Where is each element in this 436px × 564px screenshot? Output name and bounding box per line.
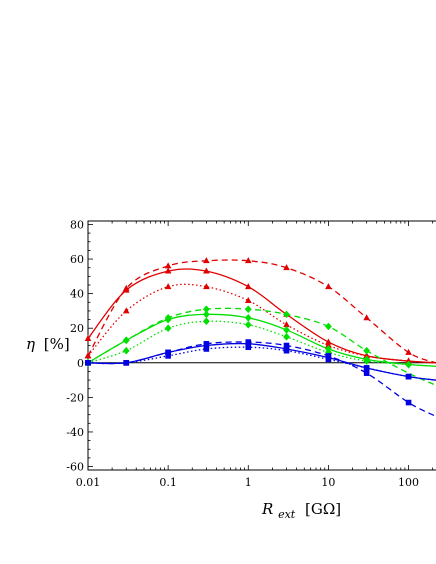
markers-layer <box>84 257 412 406</box>
data-point-series-8 <box>165 349 171 356</box>
data-point-series-9 <box>363 365 370 371</box>
data-point-series-5 <box>244 314 252 322</box>
y-axis-symbol: η <box>26 335 35 353</box>
y-axis-label: η [%] <box>26 335 70 353</box>
data-point-series-4 <box>325 322 332 331</box>
data-point-series-1 <box>325 283 332 290</box>
y-tick-label: 40 <box>70 288 84 301</box>
series-line-5 <box>88 313 436 367</box>
data-point-series-2 <box>325 338 332 345</box>
x-tick-label: 0.1 <box>159 476 177 489</box>
series-line-1 <box>88 259 436 364</box>
data-point-series-3 <box>164 283 172 290</box>
data-point-series-5 <box>164 315 172 324</box>
series-layer <box>88 259 436 417</box>
data-point-series-3 <box>363 352 370 359</box>
y-tick-label: -20 <box>66 391 84 404</box>
data-point-series-5 <box>202 310 210 319</box>
y-tick-label: 0 <box>77 357 84 370</box>
data-point-series-3 <box>122 307 130 314</box>
data-point-series-1 <box>405 348 412 355</box>
x-tick-label: 10 <box>321 476 335 489</box>
data-point-series-5 <box>283 326 290 334</box>
data-point-series-8 <box>245 340 252 347</box>
data-point-series-3 <box>84 352 92 359</box>
series-line-6 <box>88 320 436 367</box>
data-point-series-8 <box>203 342 210 349</box>
x-axis-label: R ext [GΩ] <box>261 500 341 522</box>
data-point-series-6 <box>164 324 172 333</box>
y-tick-label: 60 <box>70 253 84 266</box>
data-point-series-6 <box>202 317 210 326</box>
series-line-7 <box>88 341 436 417</box>
series-line-9 <box>88 346 436 381</box>
data-point-series-9 <box>85 359 91 366</box>
x-tick-label: 1 <box>245 476 252 489</box>
data-point-series-2 <box>164 267 172 274</box>
x-axis-subscript: ext <box>278 508 296 521</box>
series-line-2 <box>88 268 436 364</box>
data-point-series-1 <box>363 314 370 321</box>
data-point-series-6 <box>122 346 130 355</box>
y-tick-label: -40 <box>66 426 84 439</box>
data-point-series-7 <box>283 342 290 349</box>
data-point-series-4 <box>363 346 371 355</box>
data-point-series-2 <box>203 267 210 274</box>
data-point-series-7 <box>363 370 370 376</box>
data-point-series-9 <box>245 344 252 351</box>
data-point-series-2 <box>122 286 130 293</box>
data-point-series-6 <box>405 360 412 369</box>
y-tick-label: 20 <box>70 322 84 335</box>
data-point-series-2 <box>244 283 252 290</box>
data-point-series-4 <box>244 305 252 313</box>
data-point-series-9 <box>165 353 171 359</box>
x-axis-symbol: R <box>261 500 273 518</box>
data-point-series-9 <box>283 347 290 354</box>
x-tick-label: 100 <box>398 476 419 489</box>
data-point-series-4 <box>283 310 290 319</box>
y-axis-unit: [%] <box>44 335 70 353</box>
data-point-series-3 <box>405 357 412 364</box>
y-tick-label: -60 <box>66 461 84 474</box>
data-point-series-9 <box>405 373 412 380</box>
x-tick-label: 0.01 <box>76 476 101 489</box>
data-point-series-9 <box>203 346 210 352</box>
data-point-series-1 <box>203 257 210 264</box>
data-point-series-1 <box>283 264 290 271</box>
data-point-series-6 <box>363 357 371 365</box>
data-point-series-9 <box>325 356 332 363</box>
data-point-series-3 <box>325 341 332 348</box>
data-point-series-7 <box>405 399 412 406</box>
data-point-series-3 <box>244 296 252 303</box>
data-point-series-2 <box>84 334 92 341</box>
series-line-4 <box>88 307 436 386</box>
data-point-series-1 <box>164 262 172 269</box>
x-axis-unit: [GΩ] <box>305 500 341 518</box>
series-line-3 <box>88 283 436 364</box>
tick-labels: -60 -40 -20 0 20 40 60 80 0.01 0.1 1 10 100 <box>66 218 419 489</box>
data-point-series-1 <box>244 257 252 264</box>
data-point-series-6 <box>283 333 290 341</box>
data-point-series-6 <box>244 320 252 329</box>
data-point-series-3 <box>203 283 210 290</box>
data-point-series-5 <box>122 336 130 345</box>
data-point-series-9 <box>123 359 130 366</box>
y-tick-label: 80 <box>70 218 84 231</box>
data-point-series-4 <box>202 305 210 313</box>
data-point-series-3 <box>283 321 290 328</box>
